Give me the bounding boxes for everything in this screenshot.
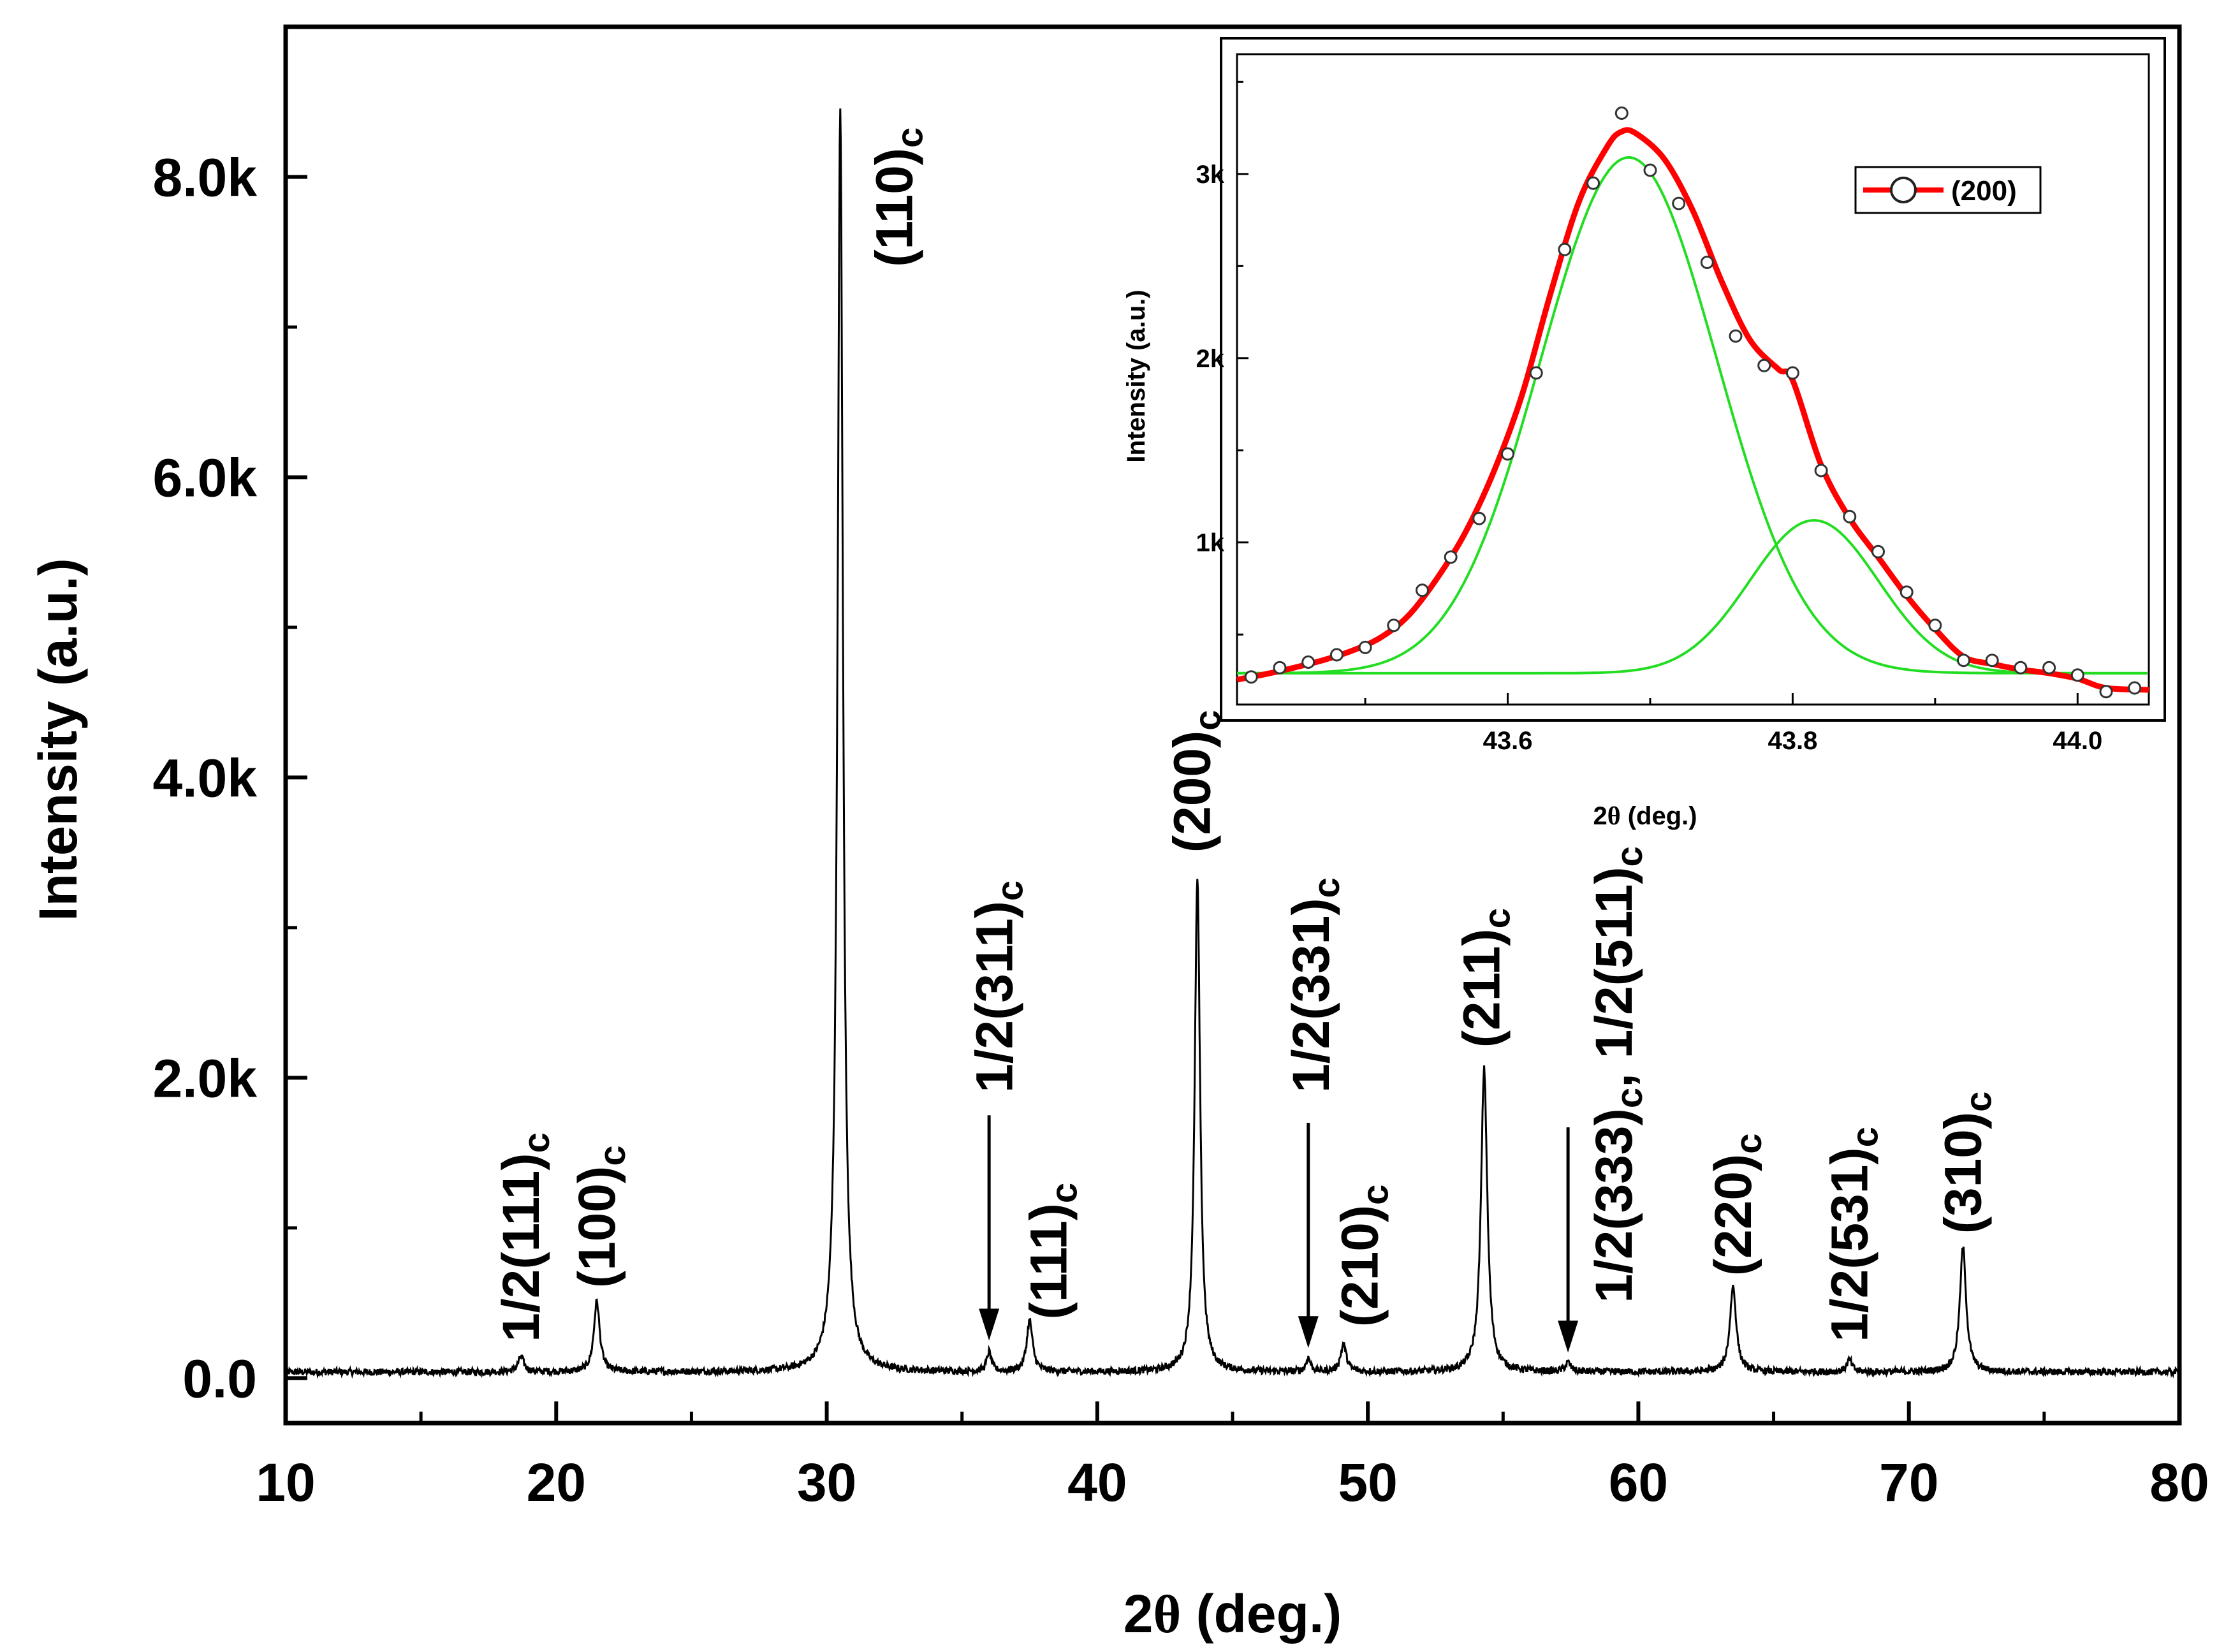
inset-data-point: [1900, 585, 1914, 599]
arrow-head-icon: [1298, 1316, 1319, 1349]
peak-labels: 1/2(111)c(100)c (110)c 1/2(311)c (111)c (200…: [492, 128, 2000, 1342]
inset-data-point: [1501, 447, 1514, 461]
inset-legend-box: [1854, 166, 2042, 214]
y-tick-label: 6.0k: [153, 448, 258, 508]
gaussian-component-curve: [1237, 518, 2148, 675]
inset-data-point: [1358, 640, 1372, 654]
main-y-axis-ticks: 0.0 2.0k 4.0k 6.0k 8.0k: [153, 147, 307, 1408]
inset-data-point: [1444, 550, 1458, 564]
inset-data-point: [1273, 661, 1287, 675]
peak-label: 1/2(111)c: [492, 1132, 557, 1342]
peak-label: (200)c: [1163, 710, 1228, 852]
x-tick-label: 40: [1067, 1452, 1127, 1512]
x-tick-label: 30: [797, 1452, 856, 1512]
inset-data-point: [1586, 176, 1600, 190]
inset-y-tick-label: 3k: [1196, 161, 1225, 189]
inset-x-tick-label: 43.8: [1768, 727, 1817, 755]
inset-data-point: [1529, 366, 1543, 380]
inset-data-point: [2014, 661, 2028, 675]
inset-data-point: [1928, 618, 1942, 632]
inset-data-point: [1985, 654, 1999, 668]
inset-data-point: [1757, 358, 1771, 372]
inset-background: [1221, 38, 2165, 720]
y-tick-label: 2.0k: [153, 1048, 258, 1108]
inset-y-axis-ticks: 1k 2k 3k: [1196, 80, 1248, 636]
arrow-head-icon: [979, 1308, 1000, 1341]
inset-chart: 43.6 43.8 44.0 1k 2k 3k (200) 2θ (deg.) Inte…: [1122, 37, 2166, 830]
peak-label: (220)c: [1704, 1133, 1769, 1276]
diffraction-pattern-line: [284, 108, 2181, 1379]
main-x-axis-label: 2θ (deg.): [1124, 1584, 1342, 1644]
inset-data-point: [1785, 366, 1799, 380]
arrow-head-icon: [1558, 1320, 1579, 1353]
inset-data-point: [2099, 685, 2113, 699]
peak-label: (100)c: [568, 1145, 633, 1288]
inset-data-point: [1672, 196, 1686, 210]
inset-y-tick-label: 1k: [1196, 529, 1225, 557]
x-tick-label: 70: [1879, 1452, 1938, 1512]
peak-label: (110)c: [866, 128, 931, 267]
inset-legend: (200): [1854, 166, 2042, 214]
inset-y-tick-label: 2k: [1196, 345, 1225, 373]
inset-data-point: [1387, 618, 1401, 632]
inset-data-point: [1244, 670, 1258, 684]
x-tick-label: 80: [2149, 1452, 2209, 1512]
inset-data-point: [1729, 329, 1743, 343]
gaussian-component-curve: [1237, 156, 2148, 675]
superlattice-arrows: [979, 1115, 1579, 1353]
inset-data-point: [1871, 545, 1885, 559]
inset-data-point: [1957, 654, 1970, 668]
main-y-axis-label: Intensity (a.u.): [28, 558, 88, 921]
legend-marker-icon: [1890, 177, 1917, 203]
peak-label: 1/2(311)c: [966, 881, 1031, 1093]
inset-y-axis-label: Intensity (a.u.): [1122, 289, 1150, 462]
y-tick-label: 8.0k: [153, 147, 258, 207]
inset-data-point: [1558, 242, 1572, 256]
peak-label: (211)c: [1453, 908, 1518, 1048]
inset-data-point: [2128, 681, 2142, 695]
peak-label: 1/2(333)c, 1/2(511)c: [1585, 846, 1650, 1303]
inset-x-axis-label: 2θ (deg.): [1593, 801, 1697, 830]
inset-x-tick-label: 43.6: [1483, 727, 1533, 755]
peak-label: (210)c: [1331, 1185, 1396, 1327]
inset-x-tick-label: 44.0: [2053, 727, 2102, 755]
x-tick-label: 60: [1609, 1452, 1668, 1512]
peak-label: (310)c: [1935, 1092, 2000, 1234]
inset-plot-area: [1236, 53, 2150, 706]
x-tick-label: 50: [1338, 1452, 1397, 1512]
inset-data-point: [2070, 668, 2084, 682]
x-tick-label: 20: [527, 1452, 586, 1512]
legend-label: (200): [1951, 175, 2017, 207]
inset-data-point: [1843, 509, 1857, 523]
peak-label: (111)c: [1020, 1183, 1085, 1320]
inset-data-points: [1244, 106, 2142, 699]
inset-fit-components: [1237, 156, 2148, 675]
main-x-axis-ticks: 10 20 30 40 50 60 70 80: [256, 1401, 2209, 1512]
inset-data-point: [1301, 655, 1315, 669]
x-tick-label: 10: [256, 1452, 315, 1512]
inset-data-point: [1643, 163, 1657, 177]
peak-label: 1/2(331)c: [1282, 877, 1347, 1093]
inset-frame: [1220, 37, 2166, 722]
inset-data-point: [1700, 256, 1714, 269]
inset-data-point: [1416, 583, 1429, 597]
inset-data-point: [1329, 648, 1343, 662]
inset-data-point: [1614, 106, 1629, 120]
main-chart: 10 20 30 40 50 60 70 80 0.0 2.0k 4.0k 6.0k 8.0k 1/2…: [28, 24, 2209, 1644]
peak-label: 1/2(531)c: [1820, 1127, 1885, 1342]
inset-data-point: [1472, 511, 1486, 525]
inset-x-axis-ticks: 43.6 43.8 44.0: [1364, 693, 2102, 755]
inset-data-point: [2042, 661, 2056, 675]
y-tick-label: 0.0: [182, 1349, 257, 1408]
y-tick-label: 4.0k: [153, 748, 258, 808]
inset-data-point: [1814, 464, 1828, 478]
